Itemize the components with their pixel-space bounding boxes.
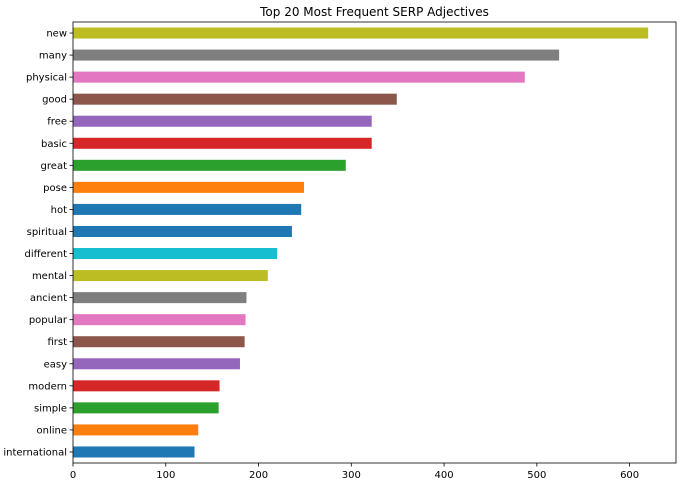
y-tick-label: many	[39, 51, 67, 62]
bar-online	[73, 424, 199, 436]
bar-simple	[73, 402, 219, 414]
bar-many	[73, 49, 560, 61]
y-axis: new many physical good free basic great pose hot…	[3, 29, 73, 458]
y-tick-label: physical	[26, 73, 67, 84]
x-tick-label: 0	[70, 470, 76, 480]
y-tick-label: free	[47, 117, 67, 128]
x-tick-label: 200	[249, 470, 268, 480]
y-tick-label: pose	[43, 183, 67, 194]
y-tick-label: mental	[32, 271, 67, 282]
bar-first	[73, 336, 245, 348]
bar-great	[73, 159, 346, 171]
bar-physical	[73, 71, 525, 83]
y-tick-label: good	[42, 95, 67, 106]
bar-easy	[73, 358, 240, 370]
bar-new	[73, 27, 649, 39]
y-tick-label: first	[47, 337, 67, 348]
bar-basic	[73, 137, 372, 149]
y-tick-label: popular	[29, 315, 68, 326]
y-tick-label: easy	[44, 359, 67, 370]
plot-frame	[72, 21, 677, 464]
bar-hot	[73, 203, 302, 215]
bar-ancient	[73, 292, 247, 304]
bar-popular	[73, 314, 246, 326]
y-tick-label: basic	[41, 139, 67, 150]
y-tick-label: simple	[34, 403, 67, 414]
bar-modern	[73, 380, 220, 392]
y-tick-label: spiritual	[27, 227, 67, 238]
x-tick-label: 300	[342, 470, 361, 480]
bar-mental	[73, 270, 268, 282]
y-tick-label: hot	[51, 205, 67, 216]
x-tick-label: 600	[620, 470, 639, 480]
y-tick-label: different	[25, 249, 68, 260]
bar-pose	[73, 181, 304, 193]
bar-free	[73, 115, 372, 127]
y-tick-label: new	[46, 29, 67, 40]
x-tick-label: 500	[527, 470, 546, 480]
chart-title: Top 20 Most Frequent SERP Adjectives	[259, 5, 489, 19]
x-tick-label: 400	[435, 470, 454, 480]
bars-group	[73, 27, 649, 458]
bar-international	[73, 446, 195, 458]
y-tick-label: great	[41, 161, 68, 172]
y-tick-label: modern	[28, 381, 67, 392]
x-tick-label: 100	[156, 470, 175, 480]
y-tick-label: online	[36, 425, 67, 436]
bar-different	[73, 248, 278, 260]
y-tick-label: ancient	[30, 293, 67, 304]
x-axis: 0 100 200 300 400 500 600	[70, 463, 639, 480]
bar-good	[73, 93, 397, 105]
y-tick-label: international	[3, 447, 67, 458]
bar-spiritual	[73, 225, 292, 237]
